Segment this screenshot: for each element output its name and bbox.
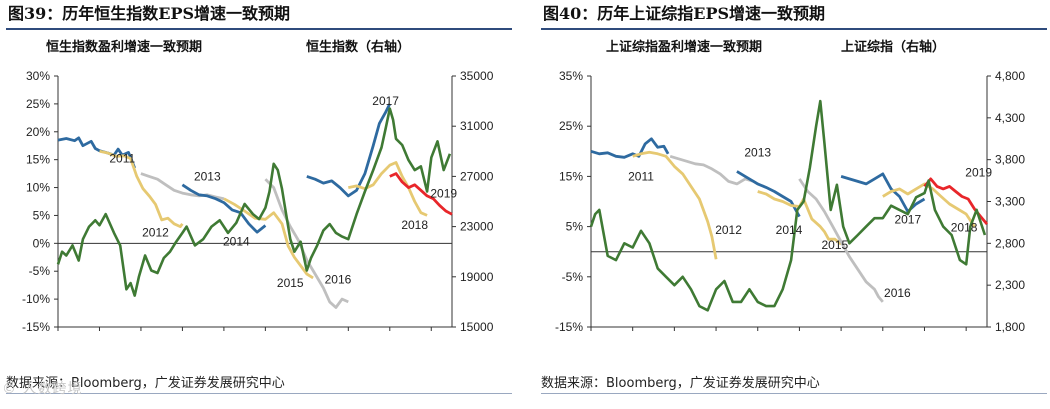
- right-tick-label: 35000: [460, 69, 494, 83]
- series-line-2012: [99, 149, 184, 228]
- right-tick-label: 19000: [460, 270, 494, 284]
- figure-39-source: 数据来源：Bloomberg，广发证券发展研究中心: [6, 376, 285, 391]
- annotation-label: 2011: [628, 169, 654, 183]
- annotation-label: 2015: [277, 276, 304, 290]
- left-tick-label: -15%: [22, 320, 50, 334]
- x-tick-label: 2013: [703, 334, 730, 336]
- right-tick-label: 3,800: [995, 153, 1025, 167]
- right-tick-label: 3,300: [995, 195, 1025, 209]
- x-tick-label: 2010: [45, 334, 72, 336]
- figure-40-panel: 图40：历年上证综指EPS增速一致预期 上证综指盈利增速一致预期 上证综指（右轴）…: [541, 0, 1050, 409]
- series-line-2014: [736, 170, 801, 218]
- x-tick-label: 2016: [293, 334, 320, 336]
- left-tick-label: 15%: [559, 169, 583, 183]
- annotation-label: 2019: [430, 187, 457, 201]
- series-line-上证综指: [589, 99, 987, 312]
- right-tick-label: 23000: [460, 220, 494, 234]
- sse-eps-chart: 上证综指盈利增速一致预期 上证综指（右轴） -15% -5% 5% 15% 25% 35% 1,…: [555, 39, 1025, 336]
- left-tick-label: 5%: [33, 208, 51, 222]
- left-tick-label: 25%: [559, 119, 583, 133]
- legend-right-label: 恒生指数（右轴）: [306, 39, 410, 54]
- x-tick-label: 2014: [744, 334, 771, 336]
- x-tick-label: 2019: [953, 334, 980, 336]
- right-tick-label: 4,300: [995, 111, 1025, 125]
- x-tick-label: 2019: [418, 334, 445, 336]
- annotation-label: 2012: [142, 226, 169, 240]
- series-line-2014: [181, 183, 267, 234]
- x-tick-label: 2014: [211, 334, 238, 336]
- annotation-label: 2014: [223, 235, 250, 249]
- series-line-2013: [669, 154, 759, 186]
- series-line-恒生指数: [56, 107, 452, 297]
- left-tick-label: 20%: [26, 125, 50, 139]
- legend-left-label: 恒生指数盈利增速一致预期: [46, 39, 202, 54]
- left-tick-label: 5%: [566, 220, 584, 234]
- x-tick-label: 2012: [661, 334, 688, 336]
- x-tick-label: 2012: [128, 334, 155, 336]
- figure-40-bottom-rule: [541, 393, 1047, 394]
- annotation-label: 2019: [965, 165, 992, 179]
- x-tick-label: 2010: [578, 334, 605, 336]
- figure-39-panel: 图39：历年恒生指数EPS增速一致预期 恒生指数盈利增速一致预期 恒生指数（右轴）…: [6, 0, 520, 409]
- figure-40-title: 图40：历年上证综指EPS增速一致预期: [543, 4, 826, 23]
- legend-left-label: 上证综指盈利增速一致预期: [606, 39, 762, 54]
- x-tick-label: 2017: [335, 334, 362, 336]
- left-tick-label: 30%: [26, 69, 50, 83]
- right-tick-label: 2,800: [995, 236, 1025, 250]
- series-line-2016: [264, 178, 349, 309]
- annotation-label: 2017: [894, 213, 921, 227]
- figure-39-title-bar: 图39：历年恒生指数EPS增速一致预期: [6, 0, 512, 30]
- left-tick-label: 35%: [559, 69, 583, 83]
- x-tick-label: 2016: [828, 334, 855, 336]
- right-tick-label: 1,800: [995, 320, 1025, 334]
- x-tick-label: 2015: [252, 334, 279, 336]
- x-tick-label: 2013: [169, 334, 196, 336]
- series-line-2018: [348, 161, 428, 217]
- annotation-label: 2013: [744, 145, 771, 159]
- left-tick-label: -10%: [22, 292, 50, 306]
- annotation-label: 2014: [776, 223, 803, 237]
- annotation-label: 2016: [884, 286, 911, 300]
- left-tick-label: -5%: [562, 270, 584, 284]
- left-tick-label: 25%: [26, 97, 50, 111]
- right-tick-label: 31000: [460, 119, 494, 133]
- left-tick-label: 10%: [26, 181, 50, 195]
- annotation-label: 2012: [715, 223, 742, 237]
- series-line-2012: [632, 150, 718, 260]
- figure-39-title: 图39：历年恒生指数EPS增速一致预期: [8, 4, 291, 23]
- left-tick-label: -5%: [29, 264, 51, 278]
- annotation-label: 2011: [109, 151, 135, 165]
- annotation-label: 2017: [372, 94, 399, 108]
- annotation-label: 2018: [951, 221, 978, 235]
- left-tick-label: 0%: [33, 236, 51, 250]
- x-tick-label: 2011: [620, 334, 646, 336]
- series-line-2011: [57, 136, 137, 169]
- series-line-2016: [798, 178, 884, 303]
- x-tick-label: 2018: [376, 334, 403, 336]
- watermark-text: © 人数跨境: [2, 381, 83, 397]
- figure-40-title-bar: 图40：历年上证综指EPS增速一致预期: [541, 0, 1047, 30]
- right-tick-label: 2,300: [995, 278, 1025, 292]
- annotation-label: 2018: [401, 218, 428, 232]
- figure-39-bottom-rule: [6, 393, 512, 394]
- series-line-2019: [389, 172, 453, 216]
- hsi-eps-chart: 恒生指数盈利增速一致预期 恒生指数（右轴） -15% -10% -5% 0% 5% 10% 15…: [22, 39, 494, 336]
- series-line-2017: [306, 103, 392, 198]
- x-tick-label: 2011: [87, 334, 113, 336]
- figure-40-source: 数据来源：Bloomberg，广发证券发展研究中心: [541, 376, 820, 391]
- left-tick-label: 15%: [26, 153, 50, 167]
- right-tick-label: 27000: [460, 169, 494, 183]
- right-tick-label: 15000: [460, 320, 494, 334]
- left-tick-label: -15%: [555, 320, 583, 334]
- annotation-label: 2013: [194, 169, 221, 183]
- legend-right-label: 上证综指（右轴）: [841, 39, 945, 54]
- annotation-label: 2015: [822, 238, 849, 252]
- right-tick-label: 4,800: [995, 69, 1025, 83]
- x-tick-label: 2015: [786, 334, 813, 336]
- x-tick-label: 2018: [911, 334, 938, 336]
- annotation-label: 2016: [325, 272, 352, 286]
- x-tick-label: 2017: [869, 334, 896, 336]
